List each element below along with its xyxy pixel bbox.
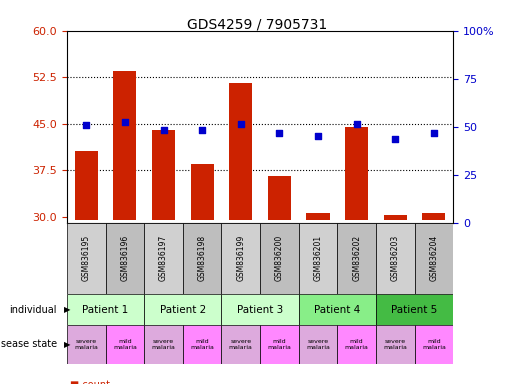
Text: severe
malaria: severe malaria bbox=[383, 339, 407, 350]
Text: ▶: ▶ bbox=[64, 340, 71, 349]
Bar bbox=[221, 223, 260, 294]
Text: GSM836199: GSM836199 bbox=[236, 235, 245, 281]
Bar bbox=[345, 127, 368, 220]
Text: mild
malaria: mild malaria bbox=[113, 339, 137, 350]
Point bbox=[82, 122, 91, 128]
Bar bbox=[299, 223, 337, 294]
Bar bbox=[191, 164, 214, 220]
Point bbox=[198, 127, 206, 133]
Text: severe
malaria: severe malaria bbox=[306, 339, 330, 350]
Text: Patient 2: Patient 2 bbox=[160, 305, 206, 314]
Bar bbox=[67, 294, 144, 325]
Bar bbox=[384, 215, 407, 220]
Bar bbox=[376, 325, 415, 364]
Bar bbox=[229, 83, 252, 220]
Text: ■ count: ■ count bbox=[70, 380, 110, 384]
Bar bbox=[106, 325, 144, 364]
Point bbox=[236, 121, 245, 127]
Text: mild
malaria: mild malaria bbox=[267, 339, 291, 350]
Text: severe
malaria: severe malaria bbox=[229, 339, 253, 350]
Text: Patient 1: Patient 1 bbox=[82, 305, 129, 314]
Text: Patient 5: Patient 5 bbox=[391, 305, 438, 314]
Text: disease state: disease state bbox=[0, 339, 57, 349]
Bar bbox=[75, 152, 98, 220]
Text: GSM836196: GSM836196 bbox=[121, 235, 129, 281]
Bar bbox=[415, 325, 453, 364]
Bar bbox=[106, 223, 144, 294]
Text: mild
malaria: mild malaria bbox=[345, 339, 369, 350]
Bar bbox=[260, 223, 299, 294]
Bar bbox=[183, 325, 221, 364]
Bar bbox=[299, 325, 337, 364]
Point bbox=[352, 121, 360, 127]
Bar bbox=[376, 294, 453, 325]
Text: GSM836202: GSM836202 bbox=[352, 235, 361, 281]
Bar bbox=[183, 223, 221, 294]
Point bbox=[314, 133, 322, 139]
Text: severe
malaria: severe malaria bbox=[151, 339, 176, 350]
Bar bbox=[221, 294, 299, 325]
Text: GSM836198: GSM836198 bbox=[198, 235, 207, 281]
Point bbox=[391, 136, 400, 142]
Bar bbox=[152, 130, 175, 220]
Text: GDS4259 / 7905731: GDS4259 / 7905731 bbox=[187, 17, 328, 31]
Text: GSM836203: GSM836203 bbox=[391, 235, 400, 281]
Point bbox=[275, 130, 283, 136]
Bar bbox=[337, 223, 376, 294]
Text: Patient 3: Patient 3 bbox=[237, 305, 283, 314]
Bar bbox=[415, 223, 453, 294]
Bar bbox=[306, 214, 330, 220]
Text: GSM836197: GSM836197 bbox=[159, 235, 168, 281]
Text: GSM836195: GSM836195 bbox=[82, 235, 91, 281]
Text: GSM836201: GSM836201 bbox=[314, 235, 322, 281]
Bar bbox=[268, 176, 291, 220]
Bar bbox=[67, 325, 106, 364]
Text: mild
malaria: mild malaria bbox=[190, 339, 214, 350]
Bar bbox=[221, 325, 260, 364]
Point bbox=[121, 119, 129, 126]
Bar bbox=[376, 223, 415, 294]
Bar bbox=[337, 325, 376, 364]
Text: GSM836204: GSM836204 bbox=[430, 235, 438, 281]
Bar bbox=[144, 294, 221, 325]
Text: ▶: ▶ bbox=[64, 305, 71, 314]
Bar bbox=[144, 223, 183, 294]
Point bbox=[430, 130, 438, 136]
Text: Patient 4: Patient 4 bbox=[314, 305, 360, 314]
Bar bbox=[260, 325, 299, 364]
Text: individual: individual bbox=[9, 305, 57, 314]
Bar bbox=[67, 223, 106, 294]
Bar bbox=[299, 294, 376, 325]
Bar bbox=[144, 325, 183, 364]
Bar bbox=[422, 214, 445, 220]
Point bbox=[159, 127, 167, 133]
Text: GSM836200: GSM836200 bbox=[275, 235, 284, 281]
Text: severe
malaria: severe malaria bbox=[74, 339, 98, 350]
Bar bbox=[113, 71, 136, 220]
Text: mild
malaria: mild malaria bbox=[422, 339, 446, 350]
